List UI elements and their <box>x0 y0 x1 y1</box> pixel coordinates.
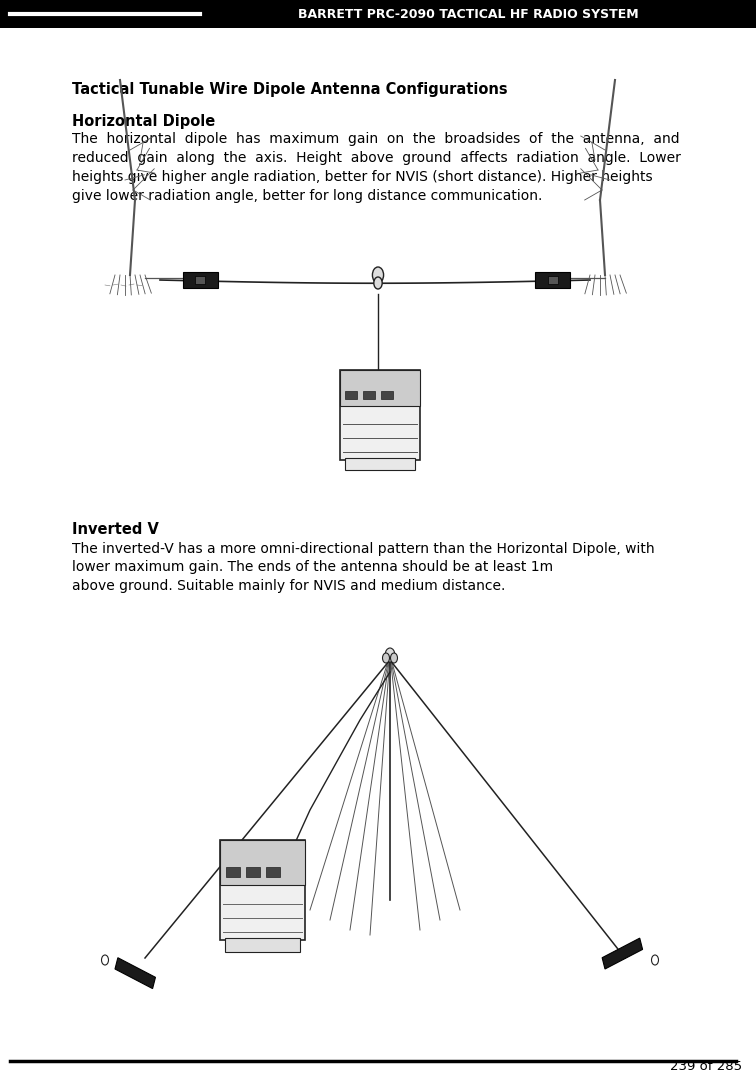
Text: Horizontal Dipole: Horizontal Dipole <box>72 114 215 129</box>
Bar <box>535 272 570 288</box>
Bar <box>220 840 305 885</box>
Circle shape <box>383 653 389 663</box>
Circle shape <box>385 648 395 662</box>
Bar <box>381 391 393 399</box>
Bar <box>195 276 205 284</box>
Bar <box>345 458 415 470</box>
Bar <box>266 867 280 877</box>
Text: Inverted V: Inverted V <box>72 522 159 537</box>
Bar <box>340 370 420 406</box>
Text: The inverted-V has a more omni-directional pattern than the Horizontal Dipole, w: The inverted-V has a more omni-direction… <box>72 542 655 593</box>
Bar <box>183 272 218 288</box>
Bar <box>115 957 156 989</box>
Circle shape <box>373 277 383 289</box>
Bar <box>548 276 558 284</box>
Bar <box>340 370 420 460</box>
Text: Tactical Tunable Wire Dipole Antenna Configurations: Tactical Tunable Wire Dipole Antenna Con… <box>72 82 507 97</box>
Bar <box>0 0 756 28</box>
Bar <box>602 938 643 969</box>
Text: BARRETT PRC-2090 TACTICAL HF RADIO SYSTEM: BARRETT PRC-2090 TACTICAL HF RADIO SYSTE… <box>299 8 639 21</box>
Circle shape <box>373 268 383 283</box>
Text: 239 of 285: 239 of 285 <box>670 1060 742 1073</box>
Bar <box>226 867 240 877</box>
Bar <box>345 391 357 399</box>
Circle shape <box>101 955 109 965</box>
Text: The  horizontal  dipole  has  maximum  gain  on  the  broadsides  of  the  anten: The horizontal dipole has maximum gain o… <box>72 132 681 203</box>
Bar <box>363 391 375 399</box>
Bar <box>225 938 300 952</box>
Circle shape <box>391 653 398 663</box>
Circle shape <box>652 955 658 965</box>
Bar <box>220 840 305 940</box>
Bar <box>246 867 260 877</box>
